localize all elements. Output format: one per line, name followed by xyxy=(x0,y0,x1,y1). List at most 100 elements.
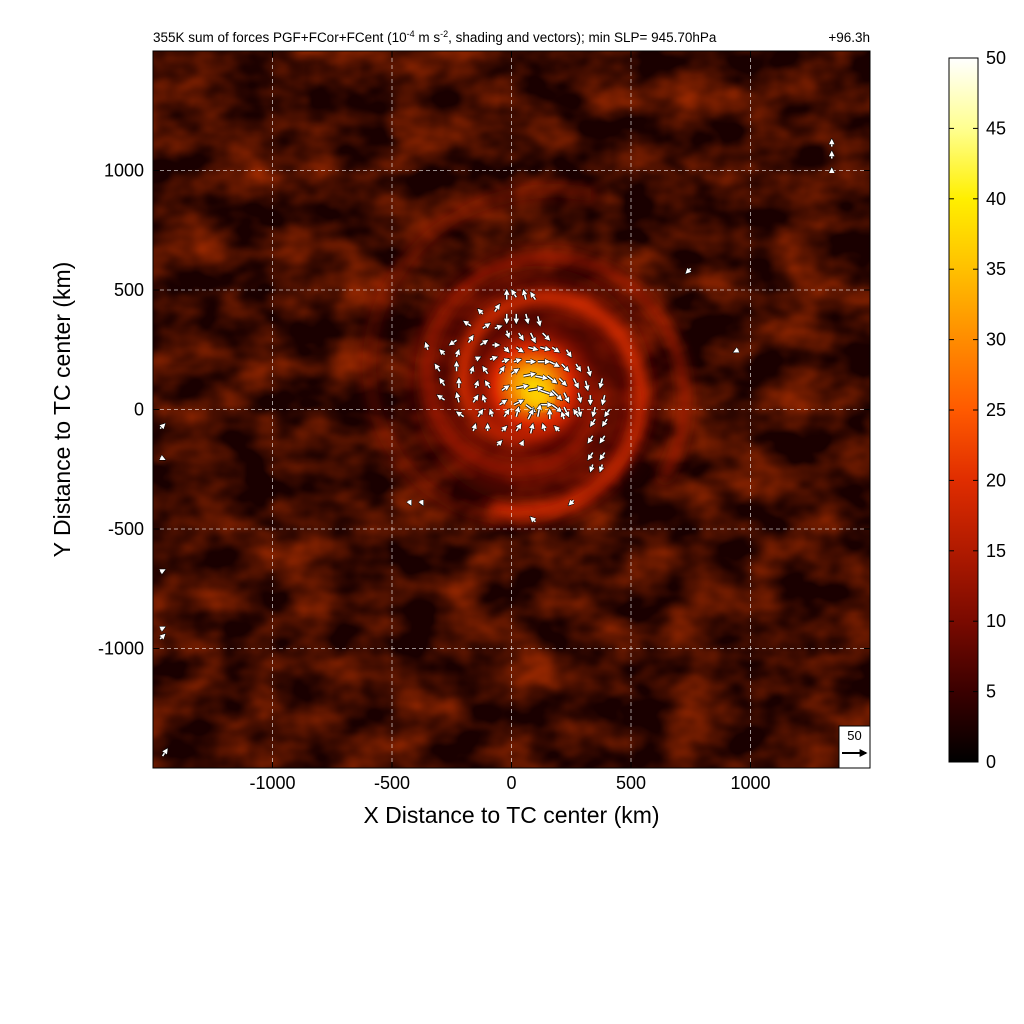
vector-arrow xyxy=(605,409,610,417)
vector-arrow xyxy=(527,409,533,420)
vector-arrow xyxy=(502,426,507,431)
forecast-time: +96.3h xyxy=(828,30,870,45)
vector-arrow xyxy=(494,326,502,328)
vector-arrow xyxy=(569,500,574,505)
vector-arrow xyxy=(546,375,557,383)
vector-arrow xyxy=(507,330,509,338)
vector-arrow xyxy=(539,347,550,349)
colorbar-tick-label: 15 xyxy=(986,541,1006,561)
colorbar-tick-label: 30 xyxy=(986,330,1006,350)
vector-arrow xyxy=(600,378,602,388)
vector-arrow xyxy=(562,412,564,420)
vector-arrow xyxy=(495,304,500,312)
vector-arrow xyxy=(483,366,488,375)
vector-arrow xyxy=(549,360,560,367)
vector-arrow xyxy=(602,418,607,426)
vector-arrow xyxy=(479,340,487,345)
vector-arrow xyxy=(516,407,518,417)
x-axis-label: X Distance to TC center (km) xyxy=(363,802,659,828)
vector-arrow xyxy=(457,393,459,403)
vector-arrow xyxy=(478,309,483,314)
colorbar: 0 5 10 15 20 25 30 35 40 45 50 xyxy=(948,48,1006,772)
vector-arrow xyxy=(531,517,536,522)
vector-arrow xyxy=(578,392,580,403)
x-tick-label: -500 xyxy=(374,773,410,793)
vector-arrow xyxy=(563,406,569,417)
vector-arrow xyxy=(504,409,509,418)
vector-arrow xyxy=(558,377,566,385)
vector-arrow xyxy=(588,435,593,443)
y-tick-label: 1000 xyxy=(104,161,144,181)
colorbar-tick-label: 25 xyxy=(986,400,1006,420)
vector-arrow xyxy=(539,389,554,395)
vector-arrow xyxy=(538,405,540,417)
vector-arrow xyxy=(471,366,473,374)
vector-arrow xyxy=(421,500,423,505)
vector-arrow xyxy=(734,350,739,352)
vector-arrow xyxy=(531,292,536,301)
reference-vector: 50 xyxy=(838,725,871,769)
vector-field xyxy=(160,139,832,757)
colorbar-tick-label: 10 xyxy=(986,611,1006,631)
vector-arrow xyxy=(490,409,492,417)
vector-arrow xyxy=(457,412,465,417)
y-axis: -1000 -500 0 500 1000 xyxy=(98,161,870,659)
vector-arrow xyxy=(483,395,485,403)
vector-arrow xyxy=(529,332,536,343)
vector-arrow xyxy=(440,350,445,355)
y-tick-label: 500 xyxy=(114,280,144,300)
colorbar-ticks: 0 5 10 15 20 25 30 35 40 45 50 xyxy=(949,48,1006,772)
vector-arrow xyxy=(489,357,497,359)
vector-arrow xyxy=(519,332,524,340)
vector-arrow xyxy=(160,424,165,429)
vector-arrow xyxy=(551,389,562,400)
vector-arrow xyxy=(602,394,604,405)
storm-structure xyxy=(365,187,690,522)
vector-arrow xyxy=(476,357,481,359)
vector-arrow xyxy=(523,374,535,376)
vector-arrow xyxy=(163,749,168,757)
y-tick-label: 0 xyxy=(134,400,144,420)
vector-arrow xyxy=(499,400,507,405)
vector-arrow xyxy=(586,380,588,391)
vector-arrow xyxy=(590,464,592,471)
vector-arrow xyxy=(464,321,472,326)
vector-arrow xyxy=(576,363,581,371)
vector-arrow xyxy=(160,634,165,639)
vector-arrow xyxy=(600,464,602,471)
colorbar-tick-label: 5 xyxy=(986,682,996,702)
vector-arrow xyxy=(538,316,540,326)
vector-arrow xyxy=(686,268,691,273)
vector-arrow xyxy=(476,381,478,389)
x-axis: -1000 -500 0 500 1000 xyxy=(249,51,771,793)
vector-arrow xyxy=(600,435,605,443)
plot-area xyxy=(153,51,870,768)
vector-arrow xyxy=(574,409,579,418)
x-tick-label: -1000 xyxy=(249,773,295,793)
vector-arrow xyxy=(513,359,521,361)
vector-arrow xyxy=(572,378,579,388)
vector-arrow xyxy=(526,313,528,324)
vector-arrow xyxy=(449,340,457,345)
vector-arrow xyxy=(468,335,473,344)
vector-arrow xyxy=(409,500,411,505)
vector-arrow xyxy=(473,395,478,403)
vector-arrow xyxy=(588,366,590,376)
vector-arrow xyxy=(485,381,490,389)
vector-arrow xyxy=(437,395,446,400)
vector-arrow xyxy=(504,347,509,352)
vector-arrow xyxy=(590,418,595,426)
x-tick-label: 0 xyxy=(506,773,516,793)
vector-arrow xyxy=(160,570,165,572)
y-axis-label: Y Distance to TC center (km) xyxy=(49,262,75,558)
vector-arrow xyxy=(497,441,502,446)
vector-arrow xyxy=(566,349,571,357)
vector-arrow xyxy=(501,359,509,361)
vector-arrow xyxy=(160,457,165,459)
vector-arrow xyxy=(528,347,538,349)
vector-arrow xyxy=(543,424,545,432)
x-tick-label: 1000 xyxy=(730,773,770,793)
vector-arrow xyxy=(440,378,445,387)
far-spiral-band xyxy=(365,187,639,522)
